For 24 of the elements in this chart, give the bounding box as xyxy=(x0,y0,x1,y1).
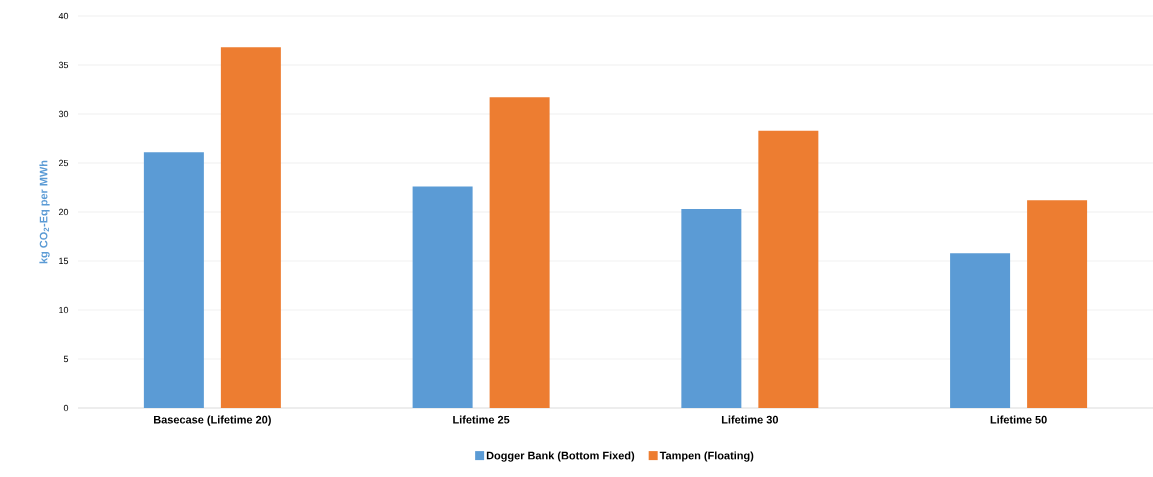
bar xyxy=(412,186,473,408)
bar xyxy=(758,130,819,408)
bar xyxy=(220,47,281,408)
bar xyxy=(143,152,204,408)
bar xyxy=(489,97,550,408)
x-tick-label: Lifetime 30 xyxy=(721,415,779,424)
x-tick-label: Lifetime 50 xyxy=(990,415,1047,424)
bar xyxy=(1027,200,1088,408)
legend-label: Tampen (Floating) xyxy=(659,451,754,462)
y-tick-label: 20 xyxy=(58,208,69,216)
y-tick-label: 35 xyxy=(58,61,69,69)
y-axis-title: kg CO$_{2}$-Eq per MWh xyxy=(39,160,50,264)
bar xyxy=(681,209,742,408)
y-tick-label: 30 xyxy=(58,110,69,118)
y-tick-label: 0 xyxy=(63,404,69,412)
y-tick-label: 40 xyxy=(58,12,69,20)
y-tick-label: 15 xyxy=(59,257,69,265)
legend-label: Dogger Bank (Bottom Fixed) xyxy=(486,451,635,462)
y-tick-label: 5 xyxy=(63,355,69,363)
x-tick-label: Lifetime 25 xyxy=(453,415,510,424)
x-tick-label: Basecase (Lifetime 20) xyxy=(154,415,271,426)
y-tick-label: 10 xyxy=(59,306,69,314)
y-tick-label: 25 xyxy=(58,159,69,167)
bar xyxy=(950,253,1011,408)
